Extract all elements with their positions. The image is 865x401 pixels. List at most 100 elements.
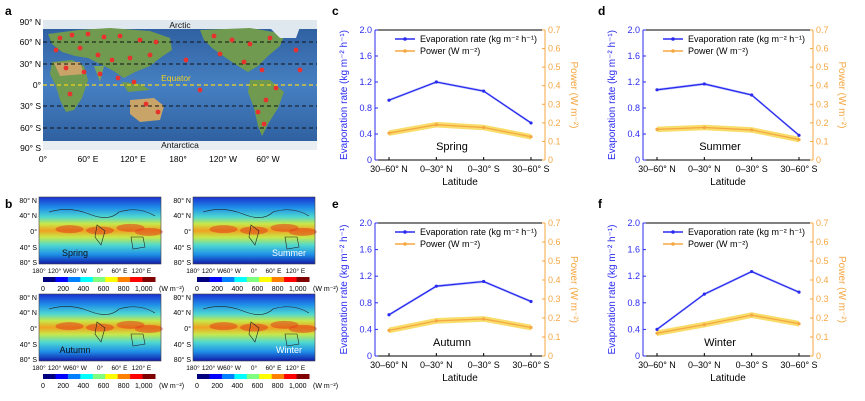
power-point xyxy=(434,319,438,323)
arctic-ice xyxy=(43,20,317,29)
colorbar-tick: 400 xyxy=(77,286,89,293)
australia-landmass xyxy=(130,98,164,122)
map-a-longitude-ticks: 0° 60° E 120° E 180° 120° W 60° W xyxy=(39,154,280,164)
left-tick-label: 2.0 xyxy=(359,25,372,35)
power-point xyxy=(655,127,659,131)
left-tick-label: 2.0 xyxy=(627,218,640,228)
map-a-lat-tick: 90° N xyxy=(20,17,41,27)
left-tick-label: 0.8 xyxy=(359,103,372,113)
colorbar-tick: 400 xyxy=(231,286,243,293)
colorbar-segment xyxy=(67,374,81,379)
left-tick-label: 0.4 xyxy=(359,324,372,334)
x-tick-label: 30–60° N xyxy=(370,164,408,174)
colorbar-segment xyxy=(55,374,69,379)
left-tick-label: 1.2 xyxy=(627,77,640,87)
panel-label-c: c xyxy=(332,4,339,18)
legend-label-power: Power (W m⁻²) xyxy=(420,46,480,56)
map-frame xyxy=(38,293,162,362)
season-label: Spring xyxy=(62,248,88,258)
colorbar-segment xyxy=(221,374,235,379)
power-point xyxy=(702,323,706,327)
chart-panel-e: 0 0.4 0.8 1.2 1.6 2.0 0 0.1 0.2 0.3 0.4 0.5 0.6 0.7 30… xyxy=(339,218,579,384)
colorbar-segment xyxy=(43,277,56,282)
location-marker xyxy=(57,35,63,41)
map-b-lon-tick: 0° xyxy=(251,267,258,275)
evaporation-point xyxy=(702,292,706,296)
right-tick-label: 0.5 xyxy=(548,62,561,72)
map-b-lon-tick: 0° xyxy=(97,364,104,372)
power-point xyxy=(529,325,533,330)
colorbar-segment xyxy=(117,277,131,282)
map-b-lat-tick: 0° xyxy=(184,325,191,333)
antarctica-label: Antarctica xyxy=(161,140,199,150)
left-tick-label: 0.4 xyxy=(627,129,640,139)
season-label: Spring xyxy=(436,141,468,153)
evaporation-point xyxy=(655,88,659,92)
map-b-lat-tick: 80° N xyxy=(19,294,37,302)
right-tick-label: 0.5 xyxy=(816,256,829,266)
power-error-band xyxy=(389,316,531,334)
colorbar-tick: 1,000 xyxy=(289,383,307,390)
antarctic-ice xyxy=(43,141,317,150)
map-frame xyxy=(192,196,316,265)
right-tick-label: 0.1 xyxy=(548,136,561,146)
right-tick-label: 0.3 xyxy=(548,99,561,109)
colorbar-tick: 200 xyxy=(211,383,223,390)
coastline xyxy=(48,306,156,315)
power-point xyxy=(655,331,659,335)
colorbar-tick: 1,000 xyxy=(135,383,153,390)
colorbar-segment xyxy=(197,277,210,282)
right-tick-label: 0 xyxy=(816,155,821,165)
power-error-band xyxy=(389,121,531,140)
location-marker xyxy=(101,34,107,40)
left-tick-label: 1.2 xyxy=(359,271,372,281)
location-marker xyxy=(81,69,87,75)
right-tick-label: 0.7 xyxy=(548,218,561,228)
location-marker xyxy=(63,65,69,71)
right-tick-label: 0.3 xyxy=(816,99,829,109)
colorbar-unit: (W m⁻²) xyxy=(313,286,338,293)
location-marker xyxy=(297,67,303,73)
season-label: Autumn xyxy=(433,337,471,349)
colorbar-segment xyxy=(117,374,131,379)
left-tick-label: 0 xyxy=(635,155,640,165)
coastline xyxy=(202,209,310,218)
map-a-latitude-ticks: 90° N 60° N 30° N 0° 30° S 60° S 90° S xyxy=(20,17,42,153)
x-tick-label: 30–60° S xyxy=(512,164,549,174)
location-marker xyxy=(69,32,75,38)
evaporation-point xyxy=(529,299,533,304)
legend-label-evaporation: Evaporation rate (kg m⁻² h⁻¹) xyxy=(420,34,537,44)
map-b-lat-tick: 40° S xyxy=(174,341,192,349)
heat-hotspot xyxy=(288,324,317,333)
left-tick-label: 1.6 xyxy=(359,51,372,61)
right-tick-label: 0.2 xyxy=(548,313,561,323)
map-b-lon-tick: 60° W xyxy=(69,267,88,275)
season-label: Autumn xyxy=(59,345,90,355)
colorbar-segment xyxy=(284,374,298,379)
colorbar-unit: (W m⁻²) xyxy=(159,383,184,390)
right-tick-label: 0.6 xyxy=(548,44,561,54)
evaporation-line xyxy=(388,81,532,124)
north-america-landmass xyxy=(200,28,285,72)
left-axis-label: Evaporation rate (kg m⁻² h⁻¹) xyxy=(339,224,350,354)
map-b-lat-tick: 40° S xyxy=(20,244,38,252)
colorbar-segment xyxy=(271,374,285,379)
evaporation-point xyxy=(750,93,754,97)
map-a-lat-tick: 0° xyxy=(33,80,41,90)
colorbar-segment xyxy=(209,277,223,282)
coastline xyxy=(48,209,156,218)
map-a-lon-tick: 120° W xyxy=(209,154,237,164)
map-b-lon-tick: 60° W xyxy=(223,267,242,275)
evaporation-point xyxy=(482,89,486,93)
legend-label-evaporation: Evaporation rate (kg m⁻² h⁻¹) xyxy=(420,227,537,237)
location-marker xyxy=(131,79,137,85)
colorbar-segment xyxy=(43,374,56,379)
map-a-lat-tick: 30° N xyxy=(20,59,41,69)
map-a-lon-tick: 180° xyxy=(169,154,187,164)
colorbar-segment xyxy=(234,277,248,282)
evaporation-point xyxy=(702,82,706,86)
